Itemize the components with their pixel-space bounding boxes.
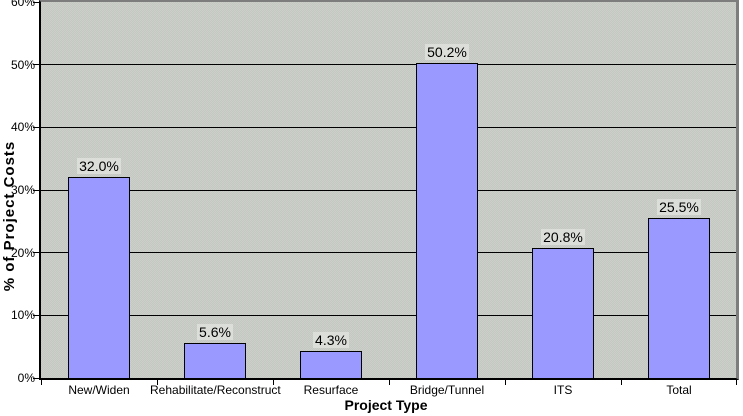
data-label-text: 50.2% bbox=[425, 44, 469, 61]
x-category-label: ITS bbox=[553, 383, 573, 397]
plot-area: 32.0% 5.6% 4.3% 50.2% 20.8% 25.5% bbox=[39, 0, 739, 380]
x-tick-mark bbox=[621, 380, 622, 385]
bar-resurface bbox=[300, 351, 362, 378]
data-label: 4.3% bbox=[281, 332, 381, 349]
bar-total bbox=[648, 218, 710, 378]
y-tick-label: 0% bbox=[17, 371, 35, 385]
y-tick-mark bbox=[33, 126, 40, 128]
gridline bbox=[41, 126, 736, 128]
y-tick-label: 60% bbox=[10, 0, 35, 9]
y-tick-label: 20% bbox=[10, 245, 35, 260]
data-label-text: 5.6% bbox=[197, 323, 233, 340]
x-category-label: Rehabilitate/Reconstruct bbox=[150, 383, 281, 397]
bar-bridge-tunnel bbox=[416, 63, 478, 378]
data-label: 20.8% bbox=[513, 228, 613, 245]
gridline bbox=[41, 314, 736, 316]
data-label-text: 25.5% bbox=[657, 199, 701, 216]
y-tick-mark bbox=[33, 1, 40, 3]
y-tick-mark bbox=[33, 189, 40, 191]
data-label: 50.2% bbox=[397, 44, 497, 61]
y-tick-label: 50% bbox=[10, 57, 35, 72]
y-tick-label: 30% bbox=[10, 183, 35, 197]
x-tick-mark bbox=[389, 380, 390, 385]
y-tick-label: 40% bbox=[10, 120, 35, 135]
x-tick-mark bbox=[157, 380, 158, 385]
bar-new-widen bbox=[68, 177, 130, 378]
gridline bbox=[41, 189, 736, 191]
y-tick-mark bbox=[33, 314, 40, 316]
data-label: 5.6% bbox=[165, 323, 265, 340]
bar-rehabilitate-reconstruct bbox=[184, 342, 246, 378]
y-tick-mark bbox=[33, 252, 40, 254]
y-tick-mark bbox=[33, 64, 40, 66]
x-tick-mark bbox=[273, 380, 274, 385]
x-category-label: New/Widen bbox=[68, 383, 130, 397]
x-tick-mark bbox=[736, 380, 737, 385]
x-axis-title: Project Type bbox=[344, 397, 428, 413]
x-category-label: Bridge/Tunnel bbox=[409, 383, 485, 397]
gridline bbox=[41, 252, 736, 254]
x-category-label: Total bbox=[666, 383, 692, 397]
data-label-text: 4.3% bbox=[313, 332, 349, 349]
y-axis-title: % of Project Costs bbox=[1, 140, 18, 292]
y-tick-label: 10% bbox=[10, 308, 35, 323]
data-label: 25.5% bbox=[629, 199, 729, 216]
x-tick-mark bbox=[41, 380, 42, 385]
x-tick-mark bbox=[505, 380, 506, 385]
y-tick-mark bbox=[33, 377, 40, 379]
bar-its bbox=[532, 247, 594, 378]
x-category-label: Resurface bbox=[303, 383, 359, 397]
data-label: 32.0% bbox=[49, 158, 149, 175]
data-label-text: 20.8% bbox=[541, 228, 585, 245]
gridline bbox=[41, 64, 736, 66]
data-label-text: 32.0% bbox=[77, 158, 121, 175]
